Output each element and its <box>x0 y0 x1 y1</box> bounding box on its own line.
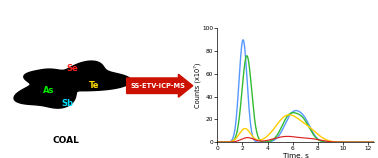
Text: COAL: COAL <box>53 136 80 145</box>
Text: SS-ETV-ICP-MS: SS-ETV-ICP-MS <box>131 83 186 89</box>
FancyArrow shape <box>127 74 193 97</box>
Text: As: As <box>43 86 55 95</box>
Polygon shape <box>14 61 131 108</box>
Text: Determination of As, Sb, Se and Te in Coal by SS-ETV-ICP-MS: Determination of As, Sb, Se and Te in Co… <box>3 6 375 16</box>
Text: Se: Se <box>67 64 79 73</box>
Text: Sb: Sb <box>61 100 73 108</box>
Text: Te: Te <box>88 81 99 90</box>
Y-axis label: Counts (x10⁷): Counts (x10⁷) <box>193 63 201 108</box>
X-axis label: Time, s: Time, s <box>283 153 309 158</box>
